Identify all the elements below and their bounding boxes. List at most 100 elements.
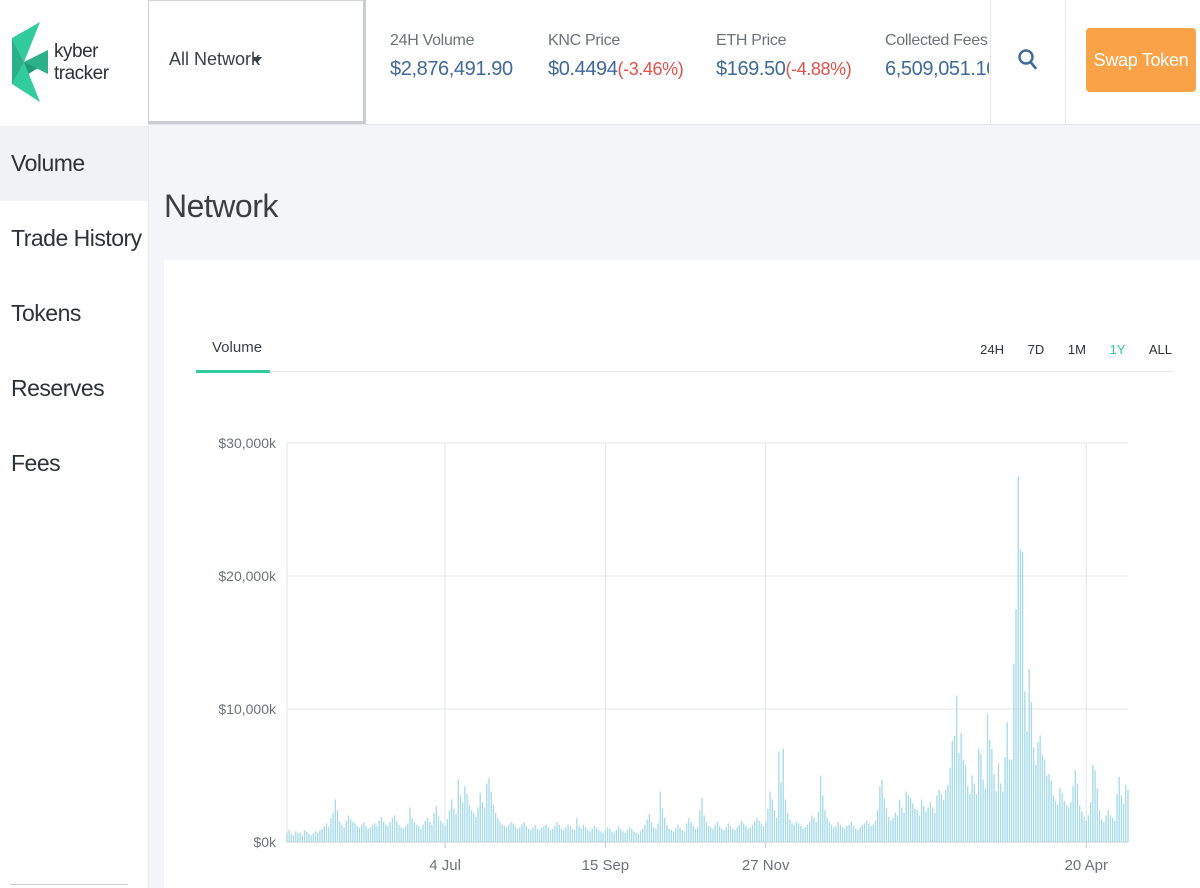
volume-bar[interactable]: [824, 810, 826, 842]
volume-bar[interactable]: [1021, 552, 1024, 842]
volume-bar[interactable]: [690, 822, 692, 842]
volume-bar[interactable]: [920, 799, 923, 842]
volume-bar[interactable]: [855, 828, 857, 842]
volume-bar[interactable]: [613, 832, 615, 842]
volume-bar[interactable]: [1107, 810, 1109, 842]
volume-bar[interactable]: [562, 830, 565, 842]
volume-bar[interactable]: [494, 812, 497, 842]
volume-bar[interactable]: [393, 815, 396, 842]
volume-bar[interactable]: [846, 826, 848, 842]
volume-bar[interactable]: [718, 826, 721, 842]
volume-bar[interactable]: [532, 827, 534, 842]
volume-bar[interactable]: [378, 820, 380, 842]
volume-bar[interactable]: [661, 808, 664, 842]
volume-bar[interactable]: [657, 823, 659, 842]
volume-bar[interactable]: [295, 831, 297, 842]
volume-bar[interactable]: [738, 824, 741, 842]
volume-bar[interactable]: [859, 827, 861, 842]
volume-bar[interactable]: [914, 808, 916, 842]
volume-bar[interactable]: [734, 830, 736, 842]
volume-bar[interactable]: [442, 823, 444, 842]
volume-bar[interactable]: [409, 807, 411, 842]
volume-bar[interactable]: [501, 824, 503, 842]
volume-bar[interactable]: [527, 828, 530, 842]
volume-bar[interactable]: [668, 828, 670, 842]
volume-bar[interactable]: [659, 791, 661, 842]
volume-bar[interactable]: [938, 790, 940, 842]
volume-bar[interactable]: [545, 824, 547, 842]
volume-bar[interactable]: [341, 824, 343, 842]
volume-bar[interactable]: [479, 792, 481, 842]
volume-bar[interactable]: [352, 822, 354, 842]
volume-bar[interactable]: [290, 834, 293, 842]
volume-bar[interactable]: [758, 820, 760, 842]
volume-bar[interactable]: [424, 820, 427, 842]
volume-bar[interactable]: [716, 822, 719, 842]
volume-bar[interactable]: [398, 824, 400, 842]
volume-bar[interactable]: [1002, 791, 1004, 842]
volume-bar[interactable]: [1041, 754, 1044, 842]
volume-bar[interactable]: [591, 828, 593, 842]
volume-bar[interactable]: [940, 794, 943, 842]
volume-bar[interactable]: [345, 820, 347, 842]
volume-bar[interactable]: [1043, 759, 1046, 842]
volume-bar[interactable]: [639, 831, 642, 842]
volume-bar[interactable]: [1103, 822, 1105, 842]
volume-bar[interactable]: [1063, 800, 1065, 842]
tab-volume[interactable]: Volume: [196, 336, 270, 372]
volume-bar[interactable]: [464, 786, 466, 842]
volume-bar[interactable]: [1052, 795, 1055, 842]
volume-bar[interactable]: [587, 830, 589, 842]
volume-bar[interactable]: [1061, 792, 1063, 842]
volume-bar[interactable]: [549, 830, 552, 842]
volume-bar[interactable]: [589, 831, 591, 842]
volume-bar[interactable]: [833, 827, 835, 842]
volume-bar[interactable]: [683, 831, 686, 842]
volume-bar[interactable]: [958, 752, 960, 842]
volume-bar[interactable]: [404, 826, 407, 842]
kyber-tracker-logo[interactable]: kyber tracker: [10, 22, 140, 102]
volume-bar[interactable]: [973, 783, 975, 842]
volume-bar[interactable]: [486, 783, 488, 842]
volume-bar[interactable]: [916, 810, 918, 842]
volume-bar[interactable]: [978, 748, 980, 842]
volume-bar[interactable]: [850, 822, 853, 842]
volume-bar[interactable]: [547, 827, 549, 842]
volume-bar[interactable]: [440, 820, 442, 842]
volume-bar[interactable]: [672, 831, 675, 842]
volume-bar[interactable]: [806, 824, 809, 842]
volume-bar[interactable]: [918, 815, 921, 842]
volume-bar[interactable]: [756, 818, 758, 842]
volume-bar[interactable]: [642, 828, 644, 842]
volume-bar[interactable]: [784, 799, 787, 842]
volume-bar[interactable]: [488, 778, 490, 842]
volume-bar[interactable]: [552, 828, 554, 842]
volume-bar[interactable]: [808, 822, 811, 842]
volume-bar[interactable]: [898, 799, 901, 842]
volume-bar[interactable]: [1017, 476, 1019, 842]
volume-bar[interactable]: [369, 827, 372, 842]
volume-bar[interactable]: [297, 833, 299, 842]
volume-bar[interactable]: [901, 807, 903, 842]
volume-bar[interactable]: [380, 816, 383, 842]
volume-bar[interactable]: [800, 826, 802, 842]
volume-bar[interactable]: [339, 822, 341, 842]
volume-bar[interactable]: [841, 827, 844, 842]
volume-bar[interactable]: [1030, 702, 1033, 842]
volume-bar[interactable]: [732, 828, 734, 842]
volume-bar[interactable]: [999, 783, 1002, 842]
range-24h[interactable]: 24H: [980, 342, 1004, 357]
volume-bar[interactable]: [426, 818, 429, 842]
volume-bar[interactable]: [1015, 609, 1017, 842]
volume-bar[interactable]: [1089, 802, 1092, 842]
volume-bar[interactable]: [481, 802, 484, 842]
volume-bar[interactable]: [330, 818, 332, 842]
volume-bar[interactable]: [953, 735, 956, 842]
volume-bar[interactable]: [600, 831, 602, 842]
volume-bar[interactable]: [707, 826, 710, 842]
volume-bar[interactable]: [703, 815, 705, 842]
volume-bar[interactable]: [354, 823, 356, 842]
volume-bar[interactable]: [402, 828, 405, 842]
volume-bar[interactable]: [699, 810, 701, 842]
volume-bar[interactable]: [508, 824, 510, 842]
